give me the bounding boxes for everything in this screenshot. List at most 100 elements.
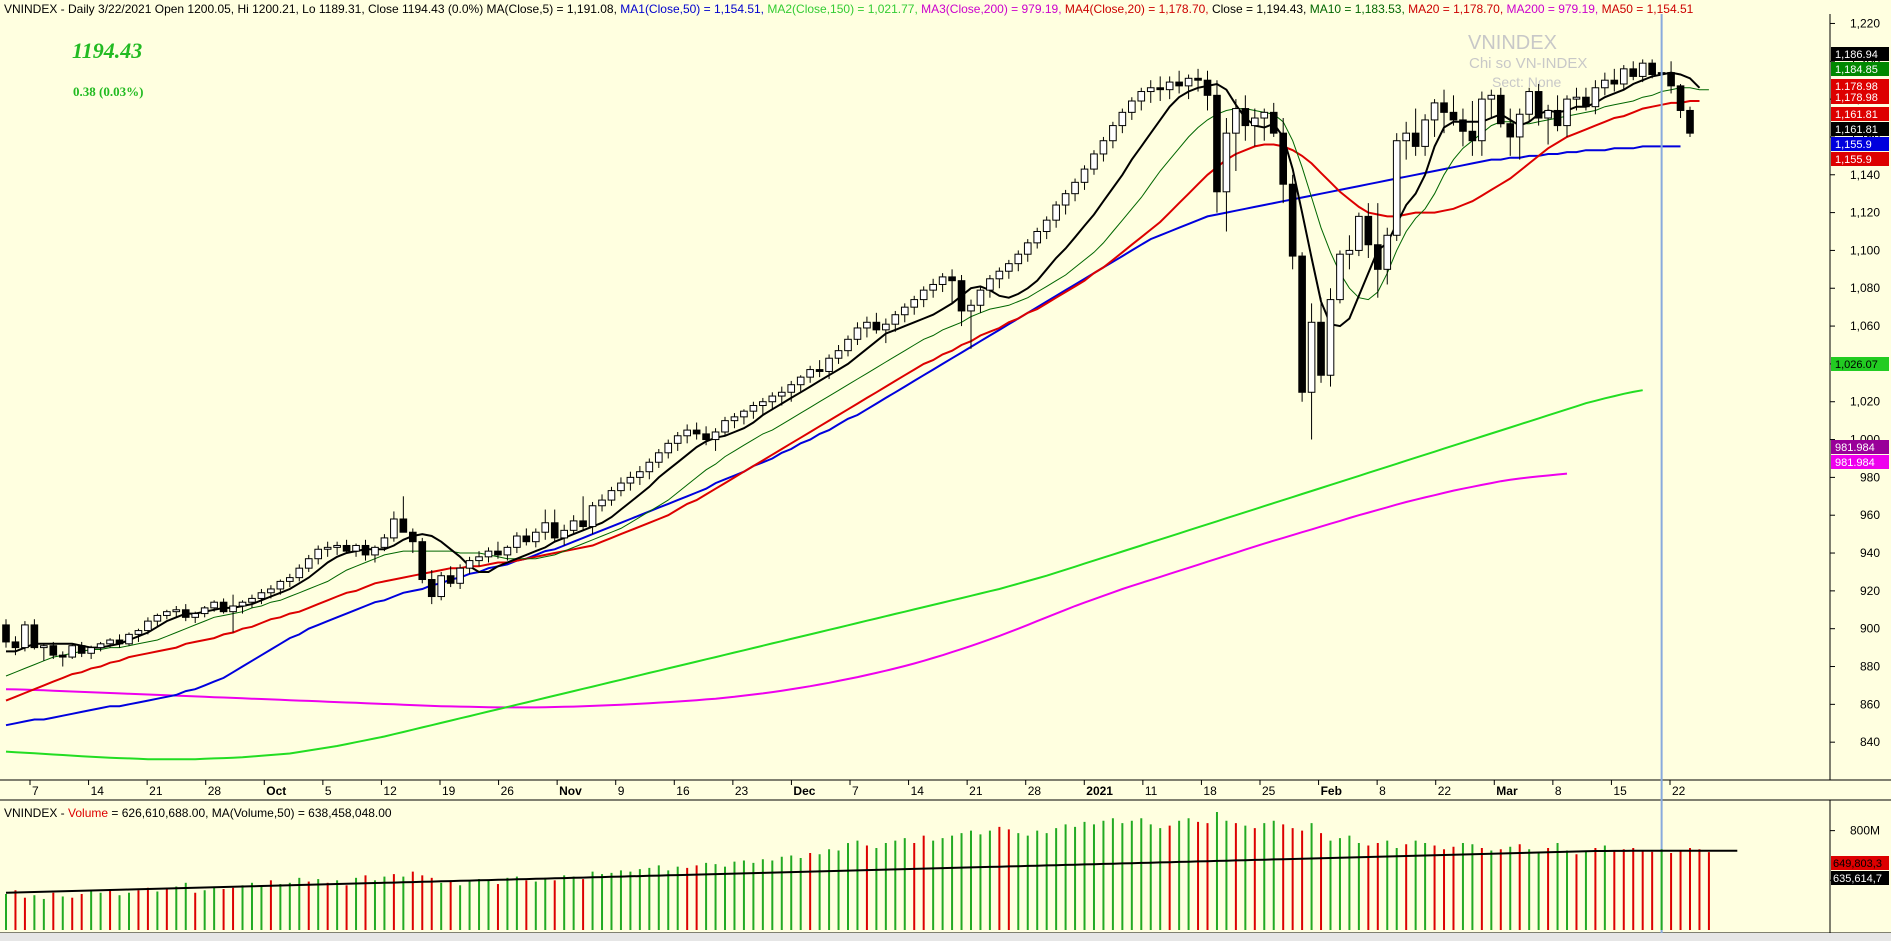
candle-body	[1364, 215, 1373, 246]
candle-body	[408, 531, 417, 543]
sheet-tab-bar[interactable]	[0, 933, 1891, 941]
header-segment: Close = 1,194.43,	[1211, 2, 1310, 16]
candle-body	[730, 416, 739, 422]
candle-body	[1459, 119, 1467, 132]
watermark-symbol: VNINDEX	[1468, 32, 1557, 54]
candle-body	[1534, 91, 1543, 119]
x-tick-label: 9	[618, 784, 625, 798]
candle-body	[1326, 299, 1335, 376]
candle-body	[210, 601, 218, 609]
candle-body	[1478, 98, 1486, 142]
candle-body	[248, 597, 256, 603]
candle-body	[1449, 111, 1458, 121]
candle-body	[1080, 168, 1089, 183]
candle-body	[1137, 91, 1146, 102]
price-label-text: 1,178.98	[1835, 92, 1878, 104]
candle-body	[1515, 113, 1524, 138]
x-tick-label: 21	[969, 784, 983, 798]
y-tick-label: 1,140	[1850, 168, 1880, 182]
header-segment: MA20 = 1,178.70,	[1408, 2, 1507, 16]
candle-body	[1601, 79, 1609, 89]
candle-body	[1487, 94, 1496, 100]
candle-body	[494, 550, 502, 556]
candle-body	[919, 289, 928, 301]
candle-body	[1260, 111, 1269, 119]
candle-body	[58, 654, 67, 658]
candle-body	[1496, 94, 1505, 125]
candle-body	[295, 567, 304, 579]
candle-body	[286, 577, 294, 582]
price-change: 0.38 (0.03%)	[73, 84, 144, 99]
candle-body	[40, 645, 48, 649]
header-segment: MA50 = 1,154.51	[1601, 2, 1694, 16]
candle-body	[390, 518, 398, 539]
candle-body	[1563, 98, 1571, 127]
ma200-line	[5, 472, 1568, 709]
price-label-box	[1831, 152, 1889, 166]
candle-body	[929, 283, 937, 291]
candle-body	[1194, 77, 1202, 81]
candle-body	[1118, 111, 1127, 127]
candle-body	[948, 276, 956, 282]
candle-body	[115, 639, 124, 645]
ma5-line	[6, 71, 1701, 653]
candle-body	[1392, 140, 1401, 236]
candle-body	[181, 609, 190, 618]
header-segment: MA3(Close,200) = 979.19,	[921, 2, 1065, 16]
candle-body	[531, 531, 540, 543]
candle-body	[1430, 102, 1439, 121]
candle-body	[513, 535, 521, 548]
x-tick-label: 12	[383, 784, 397, 798]
candle-body	[153, 614, 162, 622]
candle-body	[106, 639, 114, 645]
candle-body	[1506, 123, 1515, 138]
x-tick-label: 21	[149, 784, 163, 798]
candle-body	[683, 429, 691, 437]
x-tick-label: 11	[1145, 784, 1158, 798]
volume-header-label: Volume	[68, 806, 109, 820]
candle-body	[1090, 153, 1098, 170]
y-tick-label: 900	[1860, 622, 1880, 636]
candle-body	[910, 299, 919, 308]
x-tick-label: 5	[325, 784, 332, 798]
candle-body	[30, 624, 39, 649]
candle-body	[11, 641, 20, 649]
candle-body	[1345, 249, 1354, 255]
candle-body	[957, 280, 966, 312]
y-tick-label: 1,020	[1850, 395, 1880, 409]
candle-body	[1128, 100, 1136, 113]
price-label-text: 981.984	[1835, 442, 1875, 454]
candle-body	[777, 391, 786, 397]
candle-body	[550, 522, 559, 539]
candle-body	[1071, 181, 1079, 195]
candle-body	[1421, 119, 1429, 147]
candle-body	[541, 522, 550, 533]
candle-body	[579, 520, 587, 528]
price-header: VNINDEX - Daily 3/22/2021 Open 1200.05, …	[4, 2, 1693, 16]
x-tick-label: 18	[1203, 784, 1217, 798]
candle-body	[1213, 94, 1221, 193]
x-tick-label: Nov	[559, 784, 582, 798]
candle-body	[1269, 111, 1278, 134]
candle-body	[361, 544, 370, 556]
candle-body	[380, 537, 389, 548]
candle-body	[134, 630, 143, 635]
candle-body	[815, 369, 824, 372]
candle-body	[588, 505, 597, 528]
candle-body	[607, 490, 616, 501]
x-tick-label: Mar	[1496, 784, 1518, 798]
y-tick-label: 1,100	[1850, 243, 1880, 257]
candle-body	[938, 276, 947, 285]
candle-body	[437, 575, 446, 598]
y-tick-label: 1,060	[1850, 319, 1880, 333]
price-label-text: 1,161.81	[1835, 124, 1878, 136]
volume-label-box	[1831, 871, 1889, 885]
x-tick-label: 16	[676, 784, 690, 798]
price-label-text: 1,026.07	[1835, 359, 1878, 371]
x-tick-label: 7	[852, 784, 859, 798]
candle-body	[844, 338, 852, 352]
candle-body	[569, 520, 578, 531]
candle-body	[1184, 77, 1193, 87]
